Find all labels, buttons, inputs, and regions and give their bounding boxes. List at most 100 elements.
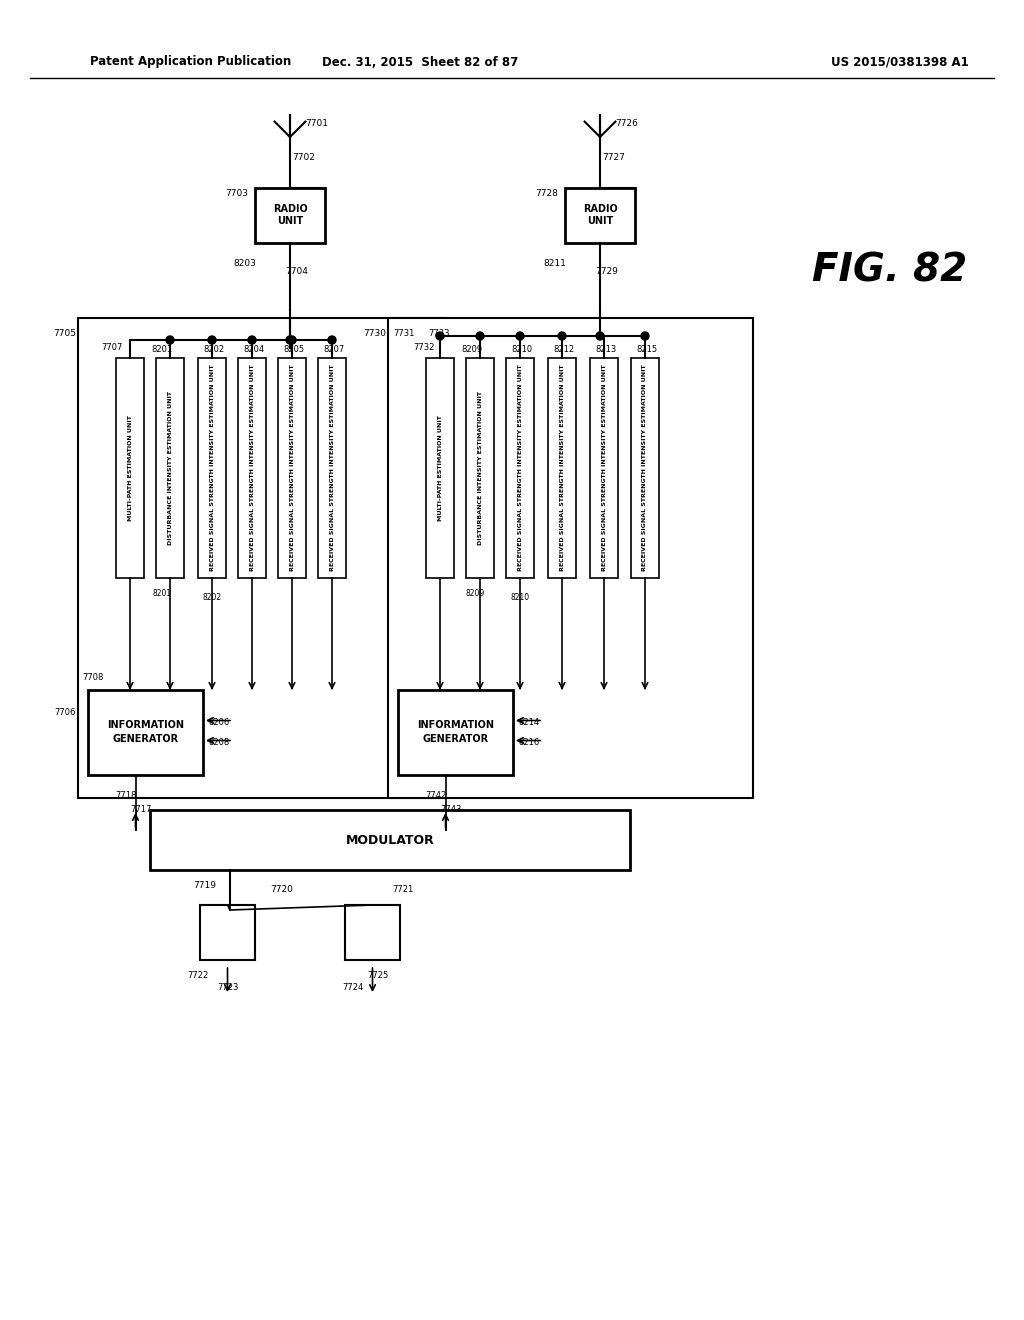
Bar bbox=[88, 690, 203, 775]
Bar bbox=[590, 358, 618, 578]
Circle shape bbox=[248, 337, 256, 345]
Circle shape bbox=[286, 337, 294, 345]
Text: DISTURBANCE INTENSITY ESTIMATION UNIT: DISTURBANCE INTENSITY ESTIMATION UNIT bbox=[168, 391, 172, 545]
Text: 7743: 7743 bbox=[440, 805, 461, 814]
Bar bbox=[345, 906, 400, 960]
Text: 8211: 8211 bbox=[543, 260, 566, 268]
Bar bbox=[150, 810, 630, 870]
Text: 7728: 7728 bbox=[535, 189, 558, 198]
Circle shape bbox=[516, 333, 524, 341]
Text: 8210: 8210 bbox=[510, 594, 529, 602]
Text: 7708: 7708 bbox=[82, 673, 103, 682]
Text: 8202: 8202 bbox=[204, 346, 224, 355]
Text: 8216: 8216 bbox=[518, 738, 540, 747]
Text: 7702: 7702 bbox=[292, 153, 314, 161]
Text: 7703: 7703 bbox=[225, 189, 248, 198]
Text: 8212: 8212 bbox=[553, 346, 574, 355]
Text: RECEIVED SIGNAL STRENGTH INTENSITY ESTIMATION UNIT: RECEIVED SIGNAL STRENGTH INTENSITY ESTIM… bbox=[559, 364, 564, 572]
Text: RECEIVED SIGNAL STRENGTH INTENSITY ESTIMATION UNIT: RECEIVED SIGNAL STRENGTH INTENSITY ESTIM… bbox=[601, 364, 606, 572]
Text: 7718: 7718 bbox=[115, 791, 136, 800]
Text: RADIO: RADIO bbox=[583, 205, 617, 214]
Bar bbox=[238, 358, 266, 578]
Text: 7727: 7727 bbox=[602, 153, 625, 161]
Text: UNIT: UNIT bbox=[587, 216, 613, 227]
Text: INFORMATION: INFORMATION bbox=[106, 719, 184, 730]
Text: RECEIVED SIGNAL STRENGTH INTENSITY ESTIMATION UNIT: RECEIVED SIGNAL STRENGTH INTENSITY ESTIM… bbox=[290, 364, 295, 572]
Bar bbox=[198, 358, 226, 578]
Circle shape bbox=[436, 333, 444, 341]
Circle shape bbox=[596, 333, 604, 341]
Text: 7731: 7731 bbox=[393, 329, 415, 338]
Text: MODULATOR: MODULATOR bbox=[346, 833, 434, 846]
Text: 7726: 7726 bbox=[615, 119, 638, 128]
Text: 8213: 8213 bbox=[595, 346, 616, 355]
Text: Dec. 31, 2015  Sheet 82 of 87: Dec. 31, 2015 Sheet 82 of 87 bbox=[322, 55, 518, 69]
Bar bbox=[78, 318, 443, 799]
Text: 7701: 7701 bbox=[305, 119, 328, 128]
Bar bbox=[506, 358, 534, 578]
Circle shape bbox=[558, 333, 566, 341]
Text: 7729: 7729 bbox=[595, 268, 617, 276]
Circle shape bbox=[166, 337, 174, 345]
Bar bbox=[548, 358, 575, 578]
Text: Patent Application Publication: Patent Application Publication bbox=[90, 55, 291, 69]
Circle shape bbox=[208, 337, 216, 345]
Text: MULTI-PATH ESTIMATION UNIT: MULTI-PATH ESTIMATION UNIT bbox=[128, 414, 132, 521]
Text: 7705: 7705 bbox=[53, 329, 76, 338]
Text: 8210: 8210 bbox=[511, 346, 532, 355]
Bar bbox=[278, 358, 306, 578]
Text: RECEIVED SIGNAL STRENGTH INTENSITY ESTIMATION UNIT: RECEIVED SIGNAL STRENGTH INTENSITY ESTIM… bbox=[642, 364, 647, 572]
Text: 8201: 8201 bbox=[152, 346, 173, 355]
Text: 8207: 8207 bbox=[324, 346, 345, 355]
Text: 7733: 7733 bbox=[428, 329, 450, 338]
Circle shape bbox=[328, 337, 336, 345]
Text: FIG. 82: FIG. 82 bbox=[812, 251, 968, 289]
Text: 8205: 8205 bbox=[284, 346, 304, 355]
Text: RECEIVED SIGNAL STRENGTH INTENSITY ESTIMATION UNIT: RECEIVED SIGNAL STRENGTH INTENSITY ESTIM… bbox=[250, 364, 255, 572]
Text: 7704: 7704 bbox=[285, 268, 308, 276]
Text: 7722: 7722 bbox=[186, 970, 208, 979]
Text: 7719: 7719 bbox=[194, 880, 216, 890]
Bar bbox=[398, 690, 513, 775]
Text: RECEIVED SIGNAL STRENGTH INTENSITY ESTIMATION UNIT: RECEIVED SIGNAL STRENGTH INTENSITY ESTIM… bbox=[210, 364, 214, 572]
Text: 8209: 8209 bbox=[465, 589, 484, 598]
Text: 8215: 8215 bbox=[637, 346, 657, 355]
Text: 8206: 8206 bbox=[208, 718, 229, 727]
Text: 8209: 8209 bbox=[462, 346, 482, 355]
Text: RECEIVED SIGNAL STRENGTH INTENSITY ESTIMATION UNIT: RECEIVED SIGNAL STRENGTH INTENSITY ESTIM… bbox=[330, 364, 335, 572]
Text: 7732: 7732 bbox=[414, 343, 434, 352]
Circle shape bbox=[288, 337, 296, 345]
Text: INFORMATION: INFORMATION bbox=[417, 719, 494, 730]
Bar bbox=[466, 358, 494, 578]
Text: 8204: 8204 bbox=[244, 346, 264, 355]
Bar bbox=[255, 187, 325, 243]
Circle shape bbox=[476, 333, 484, 341]
Bar bbox=[318, 358, 346, 578]
Text: 7706: 7706 bbox=[54, 708, 76, 717]
Bar bbox=[388, 318, 753, 799]
Text: 7707: 7707 bbox=[101, 343, 123, 352]
Text: DISTURBANCE INTENSITY ESTIMATION UNIT: DISTURBANCE INTENSITY ESTIMATION UNIT bbox=[477, 391, 482, 545]
Text: 8203: 8203 bbox=[233, 260, 256, 268]
Bar bbox=[631, 358, 659, 578]
Bar bbox=[426, 358, 454, 578]
Text: RECEIVED SIGNAL STRENGTH INTENSITY ESTIMATION UNIT: RECEIVED SIGNAL STRENGTH INTENSITY ESTIM… bbox=[517, 364, 522, 572]
Text: GENERATOR: GENERATOR bbox=[113, 734, 178, 743]
Text: 7742: 7742 bbox=[425, 791, 446, 800]
Text: 7724: 7724 bbox=[342, 983, 364, 993]
Text: MULTI-PATH ESTIMATION UNIT: MULTI-PATH ESTIMATION UNIT bbox=[437, 414, 442, 521]
Text: 8214: 8214 bbox=[518, 718, 539, 727]
Text: 7730: 7730 bbox=[362, 329, 386, 338]
Text: 7725: 7725 bbox=[367, 970, 388, 979]
Text: RADIO: RADIO bbox=[272, 205, 307, 214]
Text: 7721: 7721 bbox=[392, 886, 413, 895]
Text: 7717: 7717 bbox=[130, 805, 152, 814]
Circle shape bbox=[641, 333, 649, 341]
Text: 8208: 8208 bbox=[208, 738, 229, 747]
Bar bbox=[200, 906, 255, 960]
Text: 8202: 8202 bbox=[203, 594, 221, 602]
Bar bbox=[156, 358, 184, 578]
Text: GENERATOR: GENERATOR bbox=[423, 734, 488, 743]
Text: US 2015/0381398 A1: US 2015/0381398 A1 bbox=[831, 55, 969, 69]
Text: UNIT: UNIT bbox=[276, 216, 303, 227]
